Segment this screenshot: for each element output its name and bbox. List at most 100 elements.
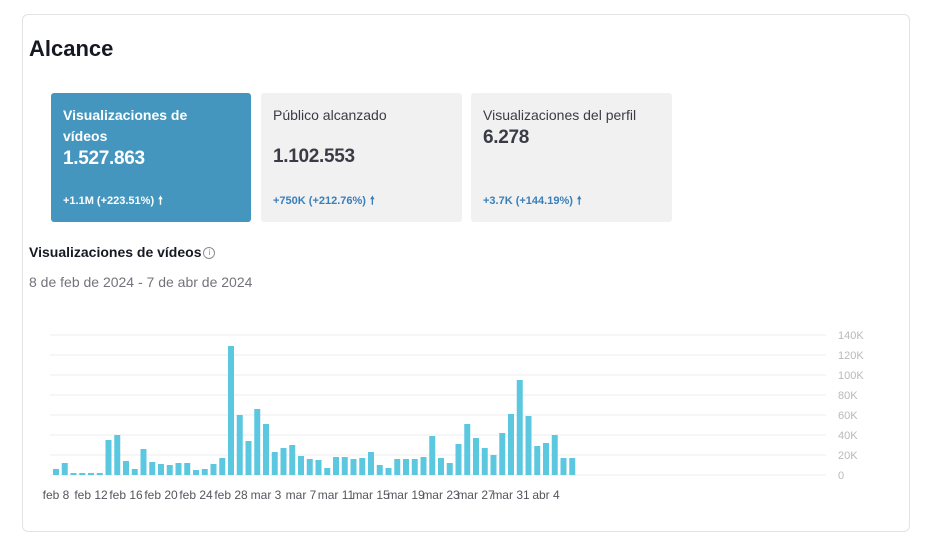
- y-tick-label: 40K: [838, 430, 858, 442]
- chart-bar[interactable]: [123, 461, 129, 475]
- metric-value: 6.278: [483, 127, 530, 148]
- chart-bar[interactable]: [88, 473, 94, 475]
- chart-bar[interactable]: [245, 441, 252, 475]
- chart-bar[interactable]: [289, 445, 296, 475]
- chart-bar[interactable]: [193, 470, 199, 475]
- x-tick-label: feb 28: [214, 488, 248, 502]
- info-icon[interactable]: i: [203, 247, 216, 260]
- chart-bar[interactable]: [201, 469, 208, 475]
- chart-bar[interactable]: [184, 463, 191, 475]
- page-title: Alcance: [29, 36, 114, 61]
- metric-video-views[interactable]: Visualizaciones de vídeos 1.527.863 +1.1…: [51, 93, 251, 222]
- metric-value: 1.527.863: [63, 148, 145, 169]
- arrow-up-icon: 🠕: [369, 195, 375, 207]
- chart-bar[interactable]: [114, 435, 121, 475]
- chart-bar[interactable]: [455, 444, 462, 475]
- date-range: 8 de feb de 2024 - 7 de abr de 2024: [29, 274, 253, 290]
- chart-bar[interactable]: [333, 457, 339, 475]
- x-tick-label: feb 20: [144, 488, 178, 502]
- x-tick-label: mar 15: [352, 488, 390, 502]
- chart-bar[interactable]: [420, 457, 427, 475]
- chart-bar[interactable]: [569, 458, 576, 475]
- chart-bar[interactable]: [516, 380, 523, 475]
- metric-label: Visualizaciones del perfil: [483, 107, 637, 123]
- metric-change: +750K (+212.76%) 🠕: [273, 192, 375, 211]
- chart-bar[interactable]: [175, 463, 182, 475]
- arrow-up-icon: 🠕: [576, 195, 582, 207]
- chart-bar[interactable]: [263, 424, 269, 475]
- chart-bar[interactable]: [534, 446, 541, 475]
- y-tick-label: 80K: [838, 390, 858, 402]
- y-tick-label: 0: [838, 470, 844, 482]
- metric-change: +1.1M (+223.51%) 🠕: [63, 192, 163, 211]
- chart-bar[interactable]: [158, 464, 164, 475]
- chart-bar[interactable]: [560, 458, 567, 475]
- x-tick-label: mar 11: [318, 488, 355, 502]
- chart-bar[interactable]: [403, 459, 409, 475]
- chart-bar[interactable]: [350, 459, 357, 475]
- chart-bar[interactable]: [228, 346, 234, 475]
- chart-bar[interactable]: [341, 457, 348, 475]
- chart-bar[interactable]: [508, 414, 514, 475]
- chart-bar[interactable]: [61, 463, 68, 475]
- x-tick-label: feb 16: [109, 488, 143, 502]
- chart-bar[interactable]: [140, 449, 147, 475]
- chart-bar[interactable]: [446, 463, 453, 475]
- chart-bar[interactable]: [411, 459, 418, 475]
- chart-bar[interactable]: [368, 452, 374, 475]
- y-tick-label: 100K: [838, 370, 864, 382]
- metric-label: Visualizaciones de vídeos: [63, 107, 188, 144]
- chart-bar[interactable]: [324, 468, 331, 475]
- y-tick-label: 20K: [838, 450, 858, 462]
- chart-bar[interactable]: [210, 464, 217, 475]
- chart-bar[interactable]: [464, 424, 471, 475]
- chart-bar[interactable]: [394, 459, 401, 475]
- metric-profile-views[interactable]: Visualizaciones del perfil 6.278 +3.7K (…: [471, 93, 672, 222]
- chart-bar[interactable]: [359, 458, 366, 475]
- x-tick-label: feb 8: [43, 488, 70, 502]
- chart-bar[interactable]: [254, 409, 261, 475]
- chart-bar[interactable]: [385, 468, 392, 475]
- y-tick-label: 60K: [838, 410, 858, 422]
- y-tick-label: 120K: [838, 350, 864, 362]
- metric-label: Público alcanzado: [273, 107, 387, 123]
- x-tick-label: mar 31: [492, 488, 530, 502]
- chart-bar[interactable]: [551, 435, 558, 475]
- chart-bar[interactable]: [490, 455, 497, 475]
- x-tick-label: mar 3: [251, 488, 282, 502]
- chart-bar[interactable]: [53, 469, 59, 475]
- chart-bar[interactable]: [525, 416, 532, 475]
- x-tick-label: mar 27: [457, 488, 495, 502]
- chart-bar[interactable]: [219, 458, 226, 475]
- chart-bar[interactable]: [79, 473, 86, 475]
- metric-value: 1.102.553: [273, 146, 355, 167]
- chart-title: Visualizaciones de vídeos i: [29, 244, 216, 260]
- chart-bar[interactable]: [271, 452, 278, 475]
- x-tick-label: feb 12: [74, 488, 108, 502]
- chart-bar[interactable]: [306, 459, 313, 475]
- x-tick-label: mar 19: [387, 488, 425, 502]
- chart-bar[interactable]: [376, 465, 383, 475]
- x-tick-label: mar 7: [286, 488, 317, 502]
- chart-bar[interactable]: [70, 473, 77, 475]
- chart-bar[interactable]: [543, 443, 549, 475]
- chart-bar[interactable]: [280, 448, 287, 475]
- chart-bar[interactable]: [298, 456, 304, 475]
- chart-bar[interactable]: [131, 469, 138, 475]
- chart-bar[interactable]: [149, 462, 156, 475]
- chart-bar[interactable]: [315, 460, 322, 475]
- x-tick-label: abr 4: [532, 488, 560, 502]
- chart-bar[interactable]: [473, 438, 479, 475]
- chart-bar[interactable]: [105, 440, 112, 475]
- chart-bar[interactable]: [481, 448, 488, 475]
- arrow-up-icon: 🠕: [158, 195, 163, 207]
- chart-bar[interactable]: [438, 458, 444, 475]
- chart-bar[interactable]: [236, 415, 243, 475]
- chart-bar[interactable]: [499, 433, 506, 475]
- chart-bar[interactable]: [96, 473, 103, 475]
- chart-bar[interactable]: [429, 436, 436, 475]
- y-tick-label: 140K: [838, 330, 864, 342]
- metric-audience-reached[interactable]: Público alcanzado 1.102.553 +750K (+212.…: [261, 93, 462, 222]
- chart-bar[interactable]: [166, 465, 173, 475]
